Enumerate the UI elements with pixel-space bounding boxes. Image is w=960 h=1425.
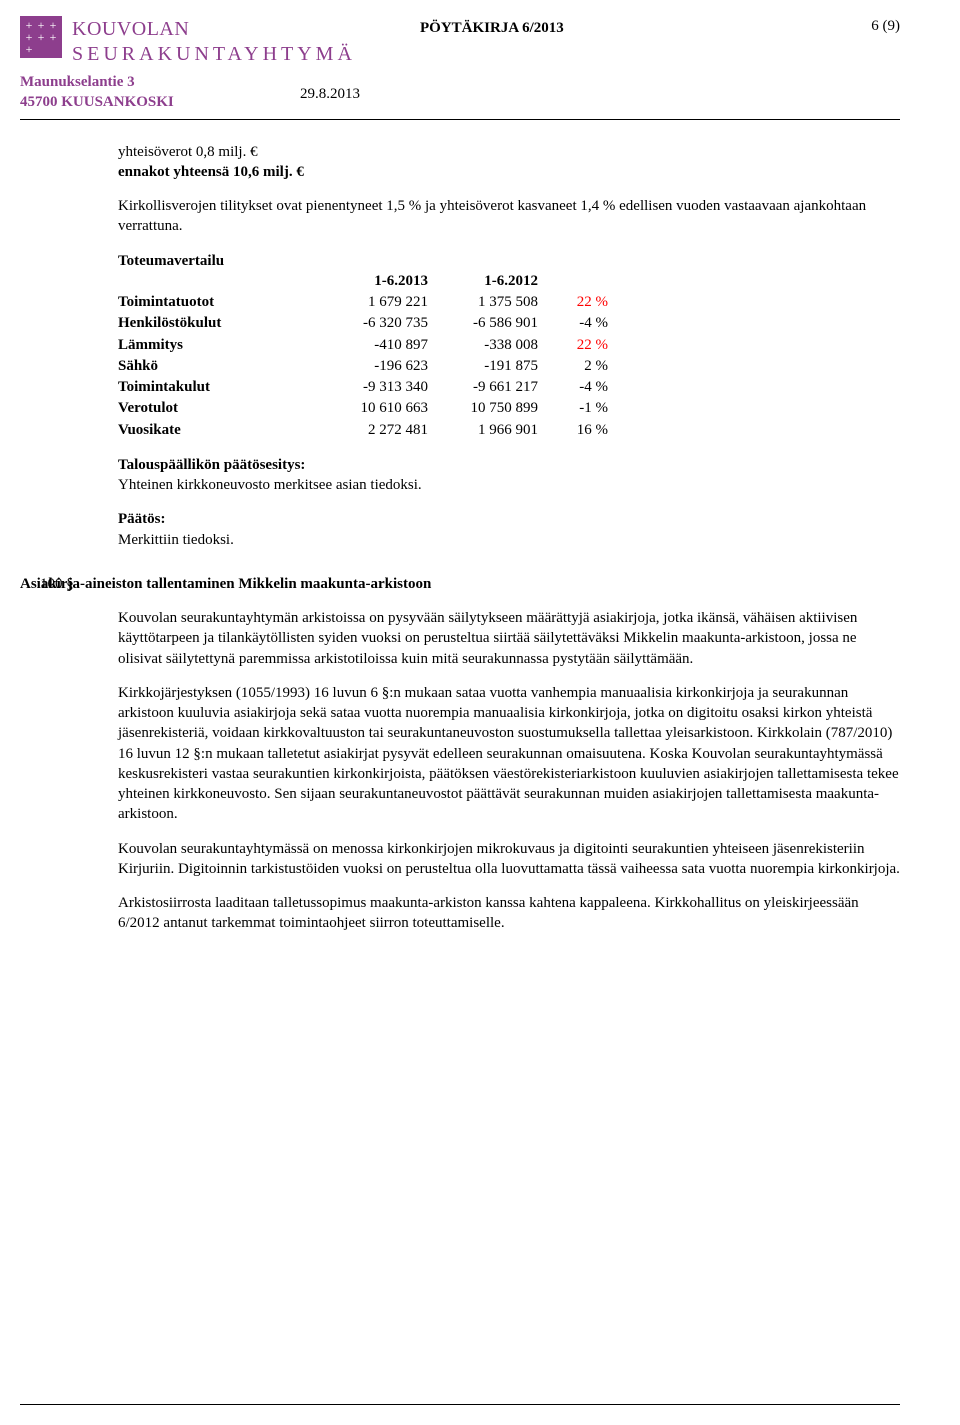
row-label: Sähkö xyxy=(118,356,318,377)
section-100-p2: Kirkkojärjestyksen (1055/1993) 16 luvun … xyxy=(118,683,900,825)
logo-block: +++ +++ + KOUVOLAN SEURAKUNTAYHTYMÄ xyxy=(20,16,356,68)
row-label: Henkilöstökulut xyxy=(118,313,318,334)
main-content: yhteisöverot 0,8 milj. € ennakot yhteens… xyxy=(0,120,960,934)
row-v1: -6 320 735 xyxy=(318,313,428,334)
row-label: Vuosikate xyxy=(118,420,318,441)
decision-heading: Päätös: xyxy=(118,509,900,529)
logo-icon: +++ +++ + xyxy=(20,16,62,58)
org-name-line1: KOUVOLAN xyxy=(72,16,356,43)
address-line1: Maunukselantie 3 xyxy=(0,72,960,92)
row-pct: -1 % xyxy=(538,398,608,419)
row-v1: 10 610 663 xyxy=(318,398,428,419)
page-number: 6 (9) xyxy=(871,16,900,36)
row-v2: 1 966 901 xyxy=(428,420,538,441)
row-v1: -9 313 340 xyxy=(318,377,428,398)
table-row: Henkilöstökulut-6 320 735-6 586 901-4 % xyxy=(118,313,608,334)
table-header-row: 1-6.2013 1-6.2012 xyxy=(118,271,608,292)
doc-date: 29.8.2013 xyxy=(300,84,360,104)
row-v1: -410 897 xyxy=(318,335,428,356)
decision-text: Merkittiin tiedoksi. xyxy=(118,530,900,550)
doc-title: PÖYTÄKIRJA 6/2013 xyxy=(420,18,564,38)
row-pct: -4 % xyxy=(538,313,608,334)
row-v2: 1 375 508 xyxy=(428,292,538,313)
row-v2: -9 661 217 xyxy=(428,377,538,398)
table-row: Toimintatuotot1 679 2211 375 50822 % xyxy=(118,292,608,313)
row-v2: -338 008 xyxy=(428,335,538,356)
section-100-number: 100 § xyxy=(40,574,74,594)
row-v2: 10 750 899 xyxy=(428,398,538,419)
table-row: Verotulot10 610 66310 750 899-1 % xyxy=(118,398,608,419)
table-row: Vuosikate2 272 4811 966 90116 % xyxy=(118,420,608,441)
row-label: Toimintatuotot xyxy=(118,292,318,313)
row-pct: 22 % xyxy=(538,335,608,356)
row-v1: 2 272 481 xyxy=(318,420,428,441)
toteuma-table: 1-6.2013 1-6.2012 Toimintatuotot1 679 22… xyxy=(118,271,608,441)
toteuma-title: Toteumavertailu xyxy=(118,251,900,271)
row-v2: -191 875 xyxy=(428,356,538,377)
section-100-p3: Kouvolan seurakuntayhtymässä on menossa … xyxy=(118,839,900,880)
intro-para1: Kirkollisverojen tilitykset ovat pienent… xyxy=(118,196,900,237)
row-pct: 2 % xyxy=(538,356,608,377)
org-name-line2: SEURAKUNTAYHTYMÄ xyxy=(72,41,356,68)
row-pct: -4 % xyxy=(538,377,608,398)
intro-line2: ennakot yhteensä 10,6 milj. € xyxy=(118,162,900,182)
table-row: Toimintakulut-9 313 340-9 661 217-4 % xyxy=(118,377,608,398)
proposal-heading: Talouspäällikön päätösesitys: xyxy=(118,455,900,475)
row-label: Toimintakulut xyxy=(118,377,318,398)
row-pct: 16 % xyxy=(538,420,608,441)
section-100-p4: Arkistosiirrosta laaditaan talletussopim… xyxy=(118,893,900,934)
table-row: Lämmitys-410 897-338 00822 % xyxy=(118,335,608,356)
row-v2: -6 586 901 xyxy=(428,313,538,334)
intro-line1: yhteisöverot 0,8 milj. € xyxy=(118,142,900,162)
row-v1: -196 623 xyxy=(318,356,428,377)
section-100-p1: Kouvolan seurakuntayhtymän arkistoissa o… xyxy=(118,608,900,669)
section-100-title: Asiakirja-aineiston tallentaminen Mikkel… xyxy=(20,574,900,594)
col-2013: 1-6.2013 xyxy=(318,271,428,292)
row-label: Verotulot xyxy=(118,398,318,419)
row-pct: 22 % xyxy=(538,292,608,313)
table-row: Sähkö-196 623-191 8752 % xyxy=(118,356,608,377)
address-line2: 45700 KUUSANKOSKI xyxy=(0,92,960,112)
proposal-text: Yhteinen kirkkoneuvosto merkitsee asian … xyxy=(118,475,900,495)
footer-divider xyxy=(20,1404,900,1405)
row-label: Lämmitys xyxy=(118,335,318,356)
row-v1: 1 679 221 xyxy=(318,292,428,313)
col-2012: 1-6.2012 xyxy=(428,271,538,292)
